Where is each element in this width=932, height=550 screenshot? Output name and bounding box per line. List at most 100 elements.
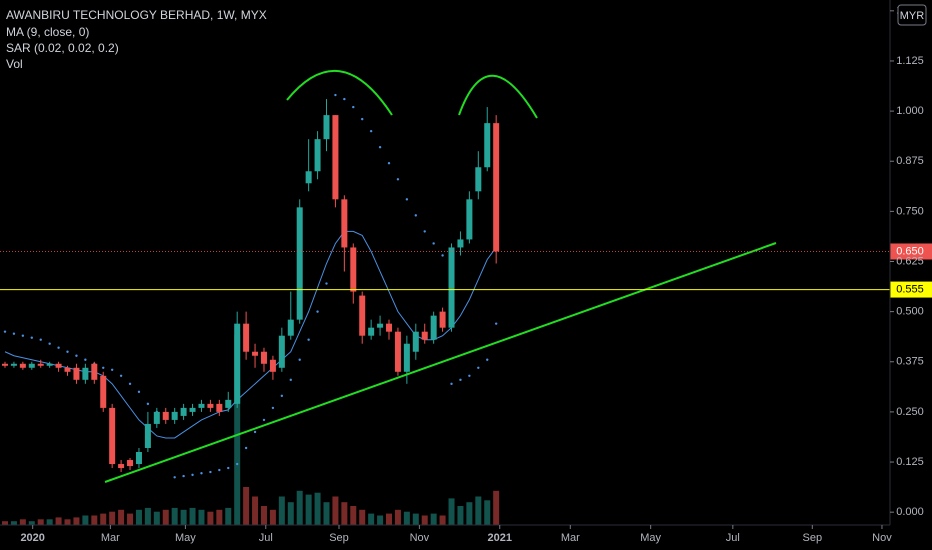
volume-bar (430, 513, 437, 525)
volume-bar (109, 511, 116, 525)
candle-body (10, 363, 17, 366)
y-tick-label: 0.625 (896, 255, 924, 267)
currency-label[interactable]: MYR (900, 10, 925, 22)
sar-dot (191, 473, 194, 477)
candle-body (403, 343, 410, 372)
volume-bar (225, 507, 232, 525)
candle-body (144, 423, 151, 448)
candle-body (37, 363, 44, 366)
y-tick-label: 0.750 (896, 205, 924, 217)
candle-body (368, 327, 375, 336)
volume-bar (207, 511, 214, 525)
candle-body (46, 363, 53, 366)
volume-bar (171, 507, 178, 525)
volume-bar (403, 511, 410, 525)
candle-body (475, 167, 482, 192)
volume-bar (82, 515, 89, 525)
sar-dot (235, 462, 239, 466)
volume-bar (341, 502, 348, 525)
volume-bar (153, 511, 160, 525)
sar-dot (119, 374, 123, 378)
candle-body (19, 363, 26, 368)
currency-button[interactable] (897, 4, 927, 26)
sar-dot (253, 430, 257, 434)
sar-dot (316, 310, 319, 313)
volume-bar (332, 496, 339, 525)
sar-dot (12, 332, 16, 335)
volume-bar (475, 496, 482, 525)
candle-body (296, 207, 303, 320)
volume-bar (189, 507, 196, 525)
volume-bar (314, 492, 321, 525)
candle-body (394, 331, 401, 372)
x-tick-label: Jul (259, 532, 273, 544)
x-tick-label: Sep (329, 532, 349, 544)
candle-body (135, 452, 142, 465)
volume-bar (457, 506, 464, 525)
candle-body (28, 363, 35, 368)
candle-body (162, 411, 169, 420)
volume-bar (162, 509, 169, 525)
volume-bar (73, 517, 80, 525)
sar-dot (48, 342, 51, 345)
volume-bar (484, 500, 491, 525)
sar-dot (39, 338, 42, 341)
candle-body (91, 363, 98, 380)
sar-dot (396, 178, 400, 181)
indicator-label: MA (9, close, 0) (6, 25, 89, 39)
x-tick-label: Sep (803, 532, 823, 544)
sar-dot (494, 322, 498, 325)
sar-dot (182, 474, 185, 478)
sar-dot (57, 346, 60, 349)
y-tick-label: 0.250 (896, 406, 924, 418)
volume-bar (91, 515, 98, 525)
x-tick-label: Nov (872, 532, 892, 544)
volume-bar (296, 490, 303, 525)
volume-bar (412, 513, 419, 525)
candle-body (430, 315, 437, 340)
candle-layer (2, 99, 500, 473)
candle-body (386, 323, 393, 332)
volume-bar (2, 521, 9, 525)
volume-bar (252, 496, 259, 525)
candle-body (350, 247, 357, 292)
head-arc (286, 69, 393, 116)
volume-bar (269, 509, 276, 525)
sar-dot (325, 282, 328, 285)
y-tick-label: 1.125 (896, 55, 924, 67)
candle-body (118, 464, 125, 469)
sar-dot (218, 468, 221, 472)
candle-body (180, 407, 187, 416)
sar-dot (450, 382, 453, 386)
sar-dot (227, 466, 230, 470)
sar-dot (271, 406, 275, 410)
sar-dot (423, 230, 426, 233)
candle-body (457, 239, 464, 248)
volume-bar (135, 509, 142, 525)
volume-bar (28, 521, 35, 525)
sar-dot (3, 330, 7, 333)
volume-bar (243, 487, 250, 525)
volume-bar (305, 494, 312, 525)
sar-dot (414, 214, 417, 217)
volume-bar (118, 509, 125, 525)
candle-body (252, 351, 259, 356)
candle-body (269, 359, 276, 372)
volume-bar (46, 519, 53, 525)
candle-body (198, 403, 205, 408)
sar-dot (361, 117, 364, 121)
volume-bar (19, 519, 26, 525)
sar-dot (102, 366, 105, 369)
candle-body (243, 323, 250, 352)
indicator-label: SAR (0.02, 0.02, 0.2) (6, 41, 119, 55)
sar-dot (378, 145, 382, 149)
candle-body (189, 407, 196, 412)
candle-body (484, 123, 491, 168)
head-arc (458, 74, 538, 119)
volume-bar (377, 515, 384, 525)
candle-body (109, 407, 116, 465)
volume-bar (394, 509, 401, 525)
price-tag (890, 243, 932, 260)
volume-bar (350, 506, 357, 525)
volume-bar (421, 515, 428, 525)
